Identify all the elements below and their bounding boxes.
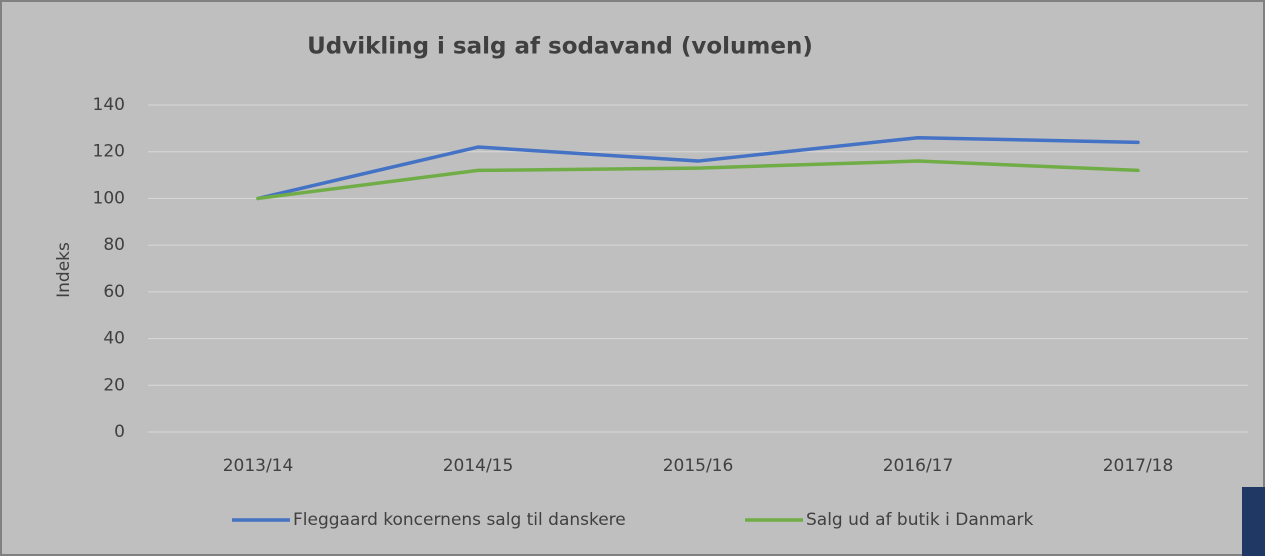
series-line: [256, 159, 1140, 201]
y-tick-label: 120: [93, 142, 125, 162]
y-axis-label: Indeks: [54, 242, 74, 298]
legend-label: Fleggaard koncernens salg til danskere: [293, 510, 626, 530]
chart-title: Udvikling i salg af sodavand (volumen): [307, 34, 813, 60]
y-tick-label: 0: [114, 422, 125, 442]
legend-label: Salg ud af butik i Danmark: [806, 510, 1033, 530]
x-tick-label: 2014/15: [443, 456, 514, 476]
series-line: [256, 135, 1140, 201]
y-tick-label: 60: [103, 282, 125, 302]
x-tick-label: 2015/16: [663, 456, 734, 476]
y-tick-label: 100: [93, 188, 125, 208]
x-tick-label: 2016/17: [883, 456, 954, 476]
y-tick-label: 80: [103, 235, 125, 255]
y-tick-label: 20: [103, 375, 125, 395]
x-tick-label: 2017/18: [1103, 456, 1174, 476]
y-tick-label: 40: [103, 329, 125, 349]
y-tick-label: 140: [93, 95, 125, 115]
x-tick-label: 2013/14: [223, 456, 294, 476]
decoration: [1242, 487, 1265, 556]
